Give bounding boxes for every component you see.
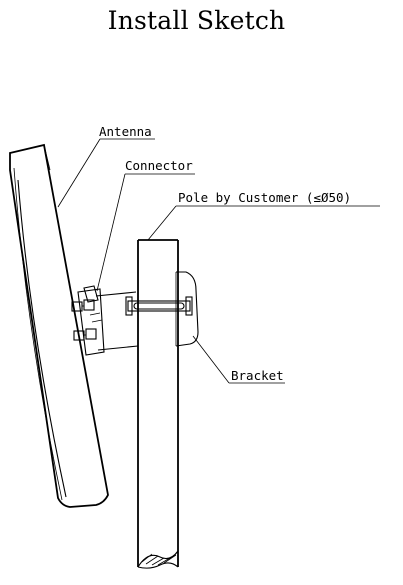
connector xyxy=(71,285,105,356)
bracket-label: Bracket xyxy=(231,368,284,383)
pole xyxy=(137,239,179,569)
pole-label: Pole by Customer (≤Ø50) xyxy=(178,190,351,205)
leader-lines xyxy=(57,138,380,384)
page-title: Install Sketch xyxy=(107,6,286,35)
antenna xyxy=(9,143,109,508)
antenna-label: Antenna xyxy=(99,124,152,139)
connector-label: Connector xyxy=(125,158,193,173)
bracket xyxy=(95,271,199,351)
